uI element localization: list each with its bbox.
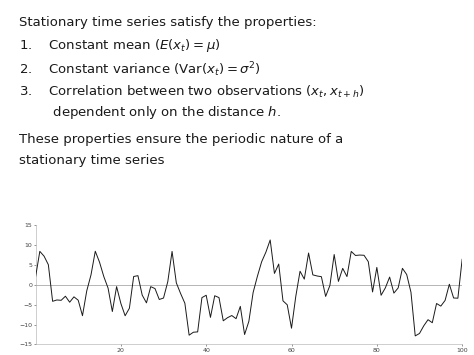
Text: stationary time series: stationary time series — [19, 154, 164, 168]
Text: dependent only on the distance $h$.: dependent only on the distance $h$. — [19, 104, 281, 121]
Text: 1.    Constant mean ($E(x_t) = \mu$): 1. Constant mean ($E(x_t) = \mu$) — [19, 37, 220, 54]
Text: Stationary time series satisfy the properties:: Stationary time series satisfy the prope… — [19, 16, 317, 29]
Text: 3.    Correlation between two observations $(x_t, x_{t+h})$: 3. Correlation between two observations … — [19, 83, 365, 99]
Text: 2.    Constant variance (Var$(x_t) = \sigma^2$): 2. Constant variance (Var$(x_t) = \sigma… — [19, 60, 261, 79]
Text: These properties ensure the periodic nature of a: These properties ensure the periodic nat… — [19, 133, 343, 146]
